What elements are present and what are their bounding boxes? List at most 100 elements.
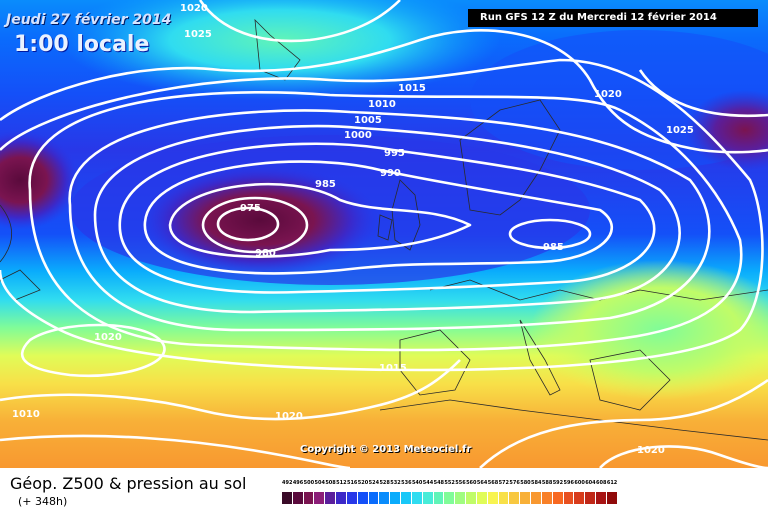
legend-swatch xyxy=(498,492,510,504)
label-p1020-se: 1020 xyxy=(637,445,665,456)
legend-value: 512 xyxy=(336,480,347,486)
coastline-north-africa xyxy=(379,399,768,441)
legend-value: 536 xyxy=(401,480,412,486)
legend-swatch xyxy=(509,492,521,504)
isobar-1010-sw xyxy=(0,434,351,468)
legend-swatch xyxy=(466,492,477,504)
legend-value: 612 xyxy=(606,480,618,486)
isobar-1020-south xyxy=(0,359,461,421)
isobar-1010 xyxy=(28,91,743,352)
legend-swatch xyxy=(379,492,391,504)
isobar-985-west xyxy=(168,182,472,258)
coastline-scandinavia xyxy=(459,99,561,216)
isobar-1025-ne xyxy=(638,69,768,118)
legend-swatch xyxy=(282,492,293,504)
legend-swatch xyxy=(368,492,380,504)
legend-value: 500 xyxy=(303,480,315,486)
isobar-1000 xyxy=(93,124,681,314)
legend-value: 608 xyxy=(596,480,607,486)
legend-swatch xyxy=(476,492,488,504)
legend-swatch xyxy=(585,492,597,504)
legend-value: 568 xyxy=(487,480,499,486)
legend-swatch xyxy=(455,492,467,504)
isobar-1025-north xyxy=(198,0,401,43)
legend-value: 508 xyxy=(325,480,336,486)
legend-swatch xyxy=(444,492,456,504)
legend-value: 576 xyxy=(509,480,520,486)
isobar-1020-north xyxy=(0,29,768,154)
copyright-text: Copyright © 2013 Meteociel.fr xyxy=(300,444,472,455)
isobar-995 xyxy=(118,142,656,294)
legend-swatch xyxy=(303,492,315,504)
isobar-1015-se xyxy=(479,378,768,468)
legend-value: 592 xyxy=(552,480,564,486)
legend-swatch xyxy=(433,492,445,504)
model-run-banner: Run GFS 12 Z du Mercredi 12 février 2014 xyxy=(468,9,758,27)
color-scale-legend: 492 496 500 504 508 512 516 520 524 528 532 536 540 5… xyxy=(282,480,754,506)
map-title: Géop. Z500 & pression au sol xyxy=(10,474,247,493)
legend-value: 496 xyxy=(292,480,304,486)
legend-value: 520 xyxy=(357,480,369,486)
isobar-labels: 1020 1025 1015 1010 1005 1000 995 990 98… xyxy=(12,3,694,456)
legend-value: 528 xyxy=(379,480,390,486)
label-p1020-w: 1020 xyxy=(94,332,122,343)
forecast-date: Jeudi 27 février 2014 xyxy=(6,12,172,28)
isobar-990 xyxy=(143,160,614,275)
legend-value: 556 xyxy=(455,480,466,486)
label-p985-e: 985 xyxy=(543,242,564,253)
label-p1005-n: 1005 xyxy=(354,115,382,126)
legend-swatch xyxy=(401,492,412,504)
map-canvas: 1020 1025 1015 1010 1005 1000 995 990 98… xyxy=(0,0,768,468)
isobar-980 xyxy=(201,196,309,254)
isobar-1015 xyxy=(0,58,764,372)
legend-value: 548 xyxy=(433,480,445,486)
isobar-985-east xyxy=(508,218,592,250)
isobars xyxy=(0,0,768,468)
legend-swatch xyxy=(531,492,542,504)
legend-value: 516 xyxy=(346,480,358,486)
isobar-1020-west xyxy=(20,323,166,378)
legend-swatch xyxy=(541,492,553,504)
legend-value: 524 xyxy=(368,480,380,486)
legend-value: 596 xyxy=(563,480,574,486)
label-p975-low: 975 xyxy=(240,203,261,214)
legend-value: 588 xyxy=(541,480,553,486)
isobar-1005 xyxy=(68,109,711,332)
coastline-balkans xyxy=(589,349,671,411)
label-p1015-s: 1015 xyxy=(379,363,407,374)
label-p1010-sw: 1010 xyxy=(12,409,40,420)
legend-swatch xyxy=(563,492,575,504)
legend-swatch xyxy=(411,492,423,504)
label-p995-c: 995 xyxy=(384,148,405,159)
legend-value: 532 xyxy=(390,480,401,486)
coastline-italy xyxy=(519,319,561,396)
legend-swatch xyxy=(357,492,369,504)
legend-swatch xyxy=(487,492,499,504)
legend-value: 584 xyxy=(531,480,542,486)
legend-swatch xyxy=(552,492,564,504)
legend-value: 552 xyxy=(444,480,455,486)
map-footer: Géop. Z500 & pression au sol (+ 348h) 49… xyxy=(0,468,768,512)
label-p1020-s: 1020 xyxy=(275,411,303,422)
legend-value: 600 xyxy=(574,480,585,486)
label-p985-w: 985 xyxy=(315,179,336,190)
label-p1020-nw: 1020 xyxy=(180,3,208,14)
legend-swatch xyxy=(314,492,326,504)
legend-value: 560 xyxy=(466,480,477,486)
legend-labels: 492 496 500 504 508 512 516 520 524 528 532 536 540 5… xyxy=(282,480,754,490)
legend-value: 504 xyxy=(314,480,325,486)
legend-swatch xyxy=(390,492,402,504)
label-p1015-n: 1015 xyxy=(398,83,426,94)
legend-value: 572 xyxy=(498,480,509,486)
legend-value: 492 xyxy=(282,480,293,486)
isobar-975 xyxy=(216,206,280,242)
label-p1010-n: 1010 xyxy=(368,99,396,110)
legend-swatch xyxy=(596,492,607,504)
coastline-ireland xyxy=(377,214,393,241)
label-p1025-nw: 1025 xyxy=(184,29,212,40)
isobar-1020-se xyxy=(599,445,768,468)
label-p990-c: 990 xyxy=(380,168,401,179)
weather-map: 1020 1025 1015 1010 1005 1000 995 990 98… xyxy=(0,0,768,468)
west-low-core xyxy=(0,130,80,230)
label-p1020-ne: 1020 xyxy=(594,89,622,100)
